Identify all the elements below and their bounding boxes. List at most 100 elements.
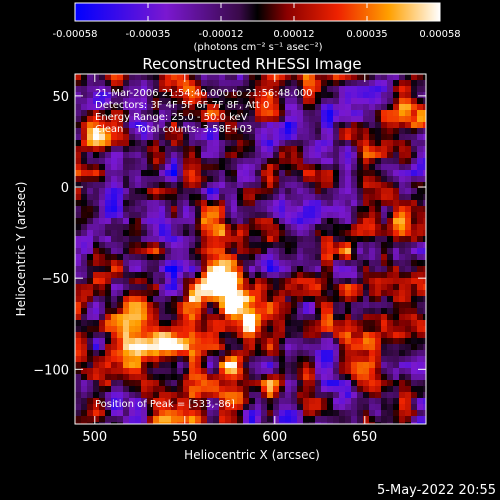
heatmap-cell — [237, 86, 243, 92]
heatmap-cell — [255, 320, 261, 326]
heatmap-cell — [255, 188, 261, 194]
heatmap-cell — [117, 134, 123, 140]
heatmap-cell — [129, 416, 135, 422]
heatmap-cell — [255, 296, 261, 302]
heatmap-cell — [123, 122, 129, 128]
heatmap-cell — [357, 104, 363, 110]
heatmap-cell — [417, 218, 423, 224]
heatmap-cell — [297, 398, 303, 404]
heatmap-cell — [405, 272, 411, 278]
heatmap-cell — [105, 80, 111, 86]
heatmap-cell — [375, 416, 381, 422]
heatmap-cell — [285, 380, 291, 386]
heatmap-cell — [75, 116, 81, 122]
heatmap-cell — [333, 176, 339, 182]
heatmap-cell — [381, 290, 387, 296]
heatmap-cell — [213, 146, 219, 152]
heatmap-cell — [213, 80, 219, 86]
heatmap-cell — [171, 80, 177, 86]
heatmap-cell — [351, 98, 357, 104]
heatmap-cell — [153, 302, 159, 308]
heatmap-cell — [411, 194, 417, 200]
heatmap-cell — [105, 164, 111, 170]
heatmap-cell — [375, 374, 381, 380]
heatmap-cell — [111, 236, 117, 242]
heatmap-cell — [285, 296, 291, 302]
heatmap-cell — [105, 416, 111, 422]
heatmap-cell — [399, 290, 405, 296]
heatmap-cell — [327, 140, 333, 146]
heatmap-cell — [207, 338, 213, 344]
heatmap-cell — [189, 398, 195, 404]
heatmap-cell — [399, 278, 405, 284]
heatmap-cell — [219, 422, 225, 424]
heatmap-cell — [177, 146, 183, 152]
heatmap-cell — [255, 272, 261, 278]
heatmap-cell — [393, 344, 399, 350]
heatmap-cell — [405, 320, 411, 326]
heatmap-cell — [423, 374, 426, 380]
heatmap-cell — [297, 326, 303, 332]
heatmap-cell — [387, 260, 393, 266]
heatmap-cell — [237, 260, 243, 266]
heatmap-cell — [327, 326, 333, 332]
heatmap-cell — [405, 92, 411, 98]
heatmap-cell — [297, 242, 303, 248]
heatmap-cell — [357, 362, 363, 368]
heatmap-cell — [303, 110, 309, 116]
heatmap-cell — [363, 146, 369, 152]
heatmap-cell — [363, 392, 369, 398]
heatmap-cell — [249, 212, 255, 218]
info-line-clean: Clean Total counts: 3.58E+03 — [95, 124, 252, 135]
heatmap-cell — [417, 398, 423, 404]
heatmap-cell — [321, 392, 327, 398]
heatmap-cell — [141, 230, 147, 236]
heatmap-cell — [345, 422, 351, 424]
heatmap-cell — [321, 152, 327, 158]
heatmap-cell — [303, 224, 309, 230]
heatmap-cell — [297, 152, 303, 158]
heatmap-cell — [231, 194, 237, 200]
heatmap-cell — [261, 140, 267, 146]
heatmap-cell — [315, 152, 321, 158]
heatmap-cell — [159, 350, 165, 356]
heatmap-cell — [267, 266, 273, 272]
heatmap-cell — [375, 398, 381, 404]
heatmap-cell — [141, 344, 147, 350]
heatmap-cell — [291, 92, 297, 98]
heatmap-cell — [315, 296, 321, 302]
heatmap-cell — [141, 380, 147, 386]
heatmap-cell — [75, 104, 81, 110]
heatmap-cell — [213, 134, 219, 140]
heatmap-cell — [141, 164, 147, 170]
heatmap-cell — [321, 236, 327, 242]
heatmap-cell — [291, 206, 297, 212]
heatmap-cell — [315, 314, 321, 320]
heatmap-cell — [255, 158, 261, 164]
heatmap-cell — [99, 374, 105, 380]
heatmap-cell — [111, 278, 117, 284]
heatmap-cell — [375, 176, 381, 182]
heatmap-cell — [105, 212, 111, 218]
heatmap-cell — [129, 164, 135, 170]
heatmap-cell — [255, 284, 261, 290]
heatmap-cell — [207, 392, 213, 398]
heatmap-cell — [99, 128, 105, 134]
heatmap-cell — [273, 224, 279, 230]
heatmap-cell — [333, 80, 339, 86]
heatmap-cell — [195, 236, 201, 242]
heatmap-cell — [177, 320, 183, 326]
heatmap-cell — [237, 320, 243, 326]
heatmap-cell — [273, 326, 279, 332]
heatmap-cell — [363, 140, 369, 146]
heatmap-cell — [93, 110, 99, 116]
heatmap-cell — [207, 152, 213, 158]
heatmap-cell — [141, 254, 147, 260]
heatmap-cell — [381, 380, 387, 386]
heatmap-cell — [123, 200, 129, 206]
heatmap-cell — [327, 392, 333, 398]
heatmap-cell — [165, 116, 171, 122]
heatmap-cell — [393, 242, 399, 248]
heatmap-cell — [165, 182, 171, 188]
heatmap-cell — [357, 422, 363, 424]
